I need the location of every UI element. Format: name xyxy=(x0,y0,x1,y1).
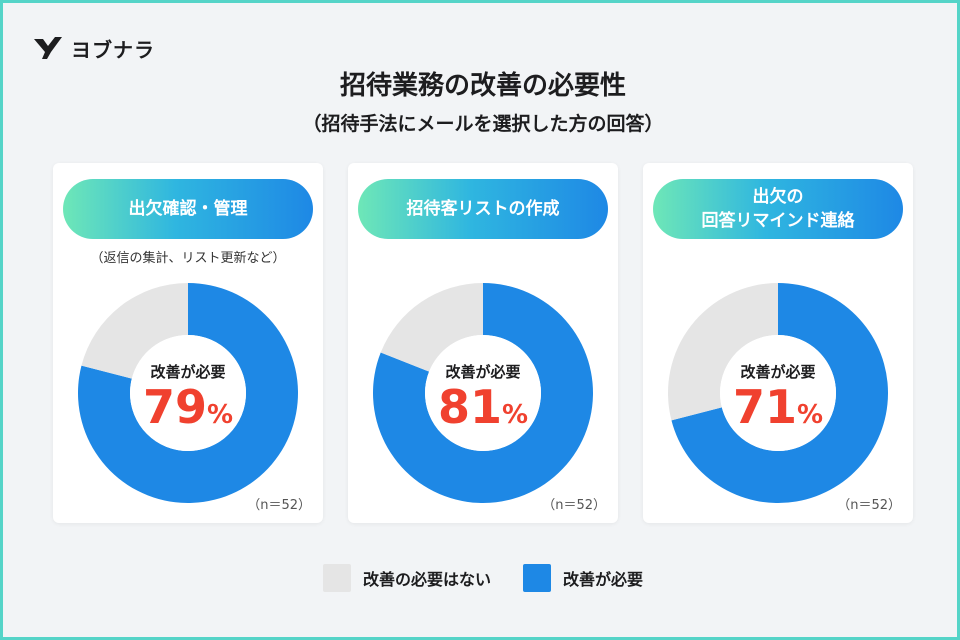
legend-item-no-need: 改善の必要はない xyxy=(322,564,491,592)
chart-title: 招待客リストの作成 xyxy=(358,179,608,239)
slice-no-need xyxy=(668,283,778,421)
legend-swatch xyxy=(523,564,551,592)
center-number: 81 xyxy=(437,380,502,434)
center-unit: % xyxy=(796,400,824,430)
center-unit: % xyxy=(501,400,529,430)
legend-label: 改善が必要 xyxy=(563,570,644,589)
chart-card-reminder: 出欠の 回答リマインド連絡 改善が必要 71% （n＝52） xyxy=(643,163,913,523)
sample-size-label: （n＝52） xyxy=(247,498,311,513)
legend-swatch xyxy=(322,564,351,592)
sample-size-label: （n＝52） xyxy=(542,498,606,513)
chart-card-attendance: 出欠確認・管理 （返信の集計、リスト更新など） 改善が必要 79% （n＝52） xyxy=(53,163,323,523)
donut-chart xyxy=(668,283,888,503)
donut-chart xyxy=(373,283,593,503)
donut-hole xyxy=(720,335,836,451)
donut-hole xyxy=(130,335,246,451)
center-unit: % xyxy=(206,400,234,430)
center-value: 71% xyxy=(643,379,913,443)
slice-need xyxy=(373,283,593,503)
brand-logo: ヨブナラ xyxy=(33,33,155,63)
slice-no-need xyxy=(81,283,188,379)
brand-name: ヨブナラ xyxy=(71,37,155,62)
center-number: 71 xyxy=(732,380,797,434)
center-value: 79% xyxy=(53,379,323,443)
page-subtitle: （招待手法にメールを選択した方の回答） xyxy=(302,113,664,135)
donut-hole xyxy=(425,335,541,451)
center-label: 改善が必要 xyxy=(740,363,816,381)
slice-need xyxy=(671,283,888,503)
center-label: 改善が必要 xyxy=(150,363,226,381)
legend-item-need: 改善が必要 xyxy=(523,564,643,592)
sample-size-label: （n＝52） xyxy=(837,498,901,513)
donut-chart xyxy=(78,283,298,503)
center-label: 改善が必要 xyxy=(445,363,521,381)
page-title: 招待業務の改善の必要性 xyxy=(339,71,626,101)
center-number: 79 xyxy=(142,380,207,434)
center-value: 81% xyxy=(348,379,618,443)
slice-need xyxy=(78,283,298,503)
chart-legend: 改善の必要はない 改善が必要 xyxy=(3,564,960,592)
chart-title: 出欠確認・管理 xyxy=(63,179,313,239)
chart-title: 出欠の 回答リマインド連絡 xyxy=(653,179,903,239)
slice-no-need xyxy=(380,283,483,372)
chart-card-guest-list: 招待客リストの作成 改善が必要 81% （n＝52） xyxy=(348,163,618,523)
legend-label: 改善の必要はない xyxy=(362,570,491,589)
bird-logo-icon xyxy=(34,37,62,59)
chart-note: （返信の集計、リスト更新など） xyxy=(90,251,286,266)
